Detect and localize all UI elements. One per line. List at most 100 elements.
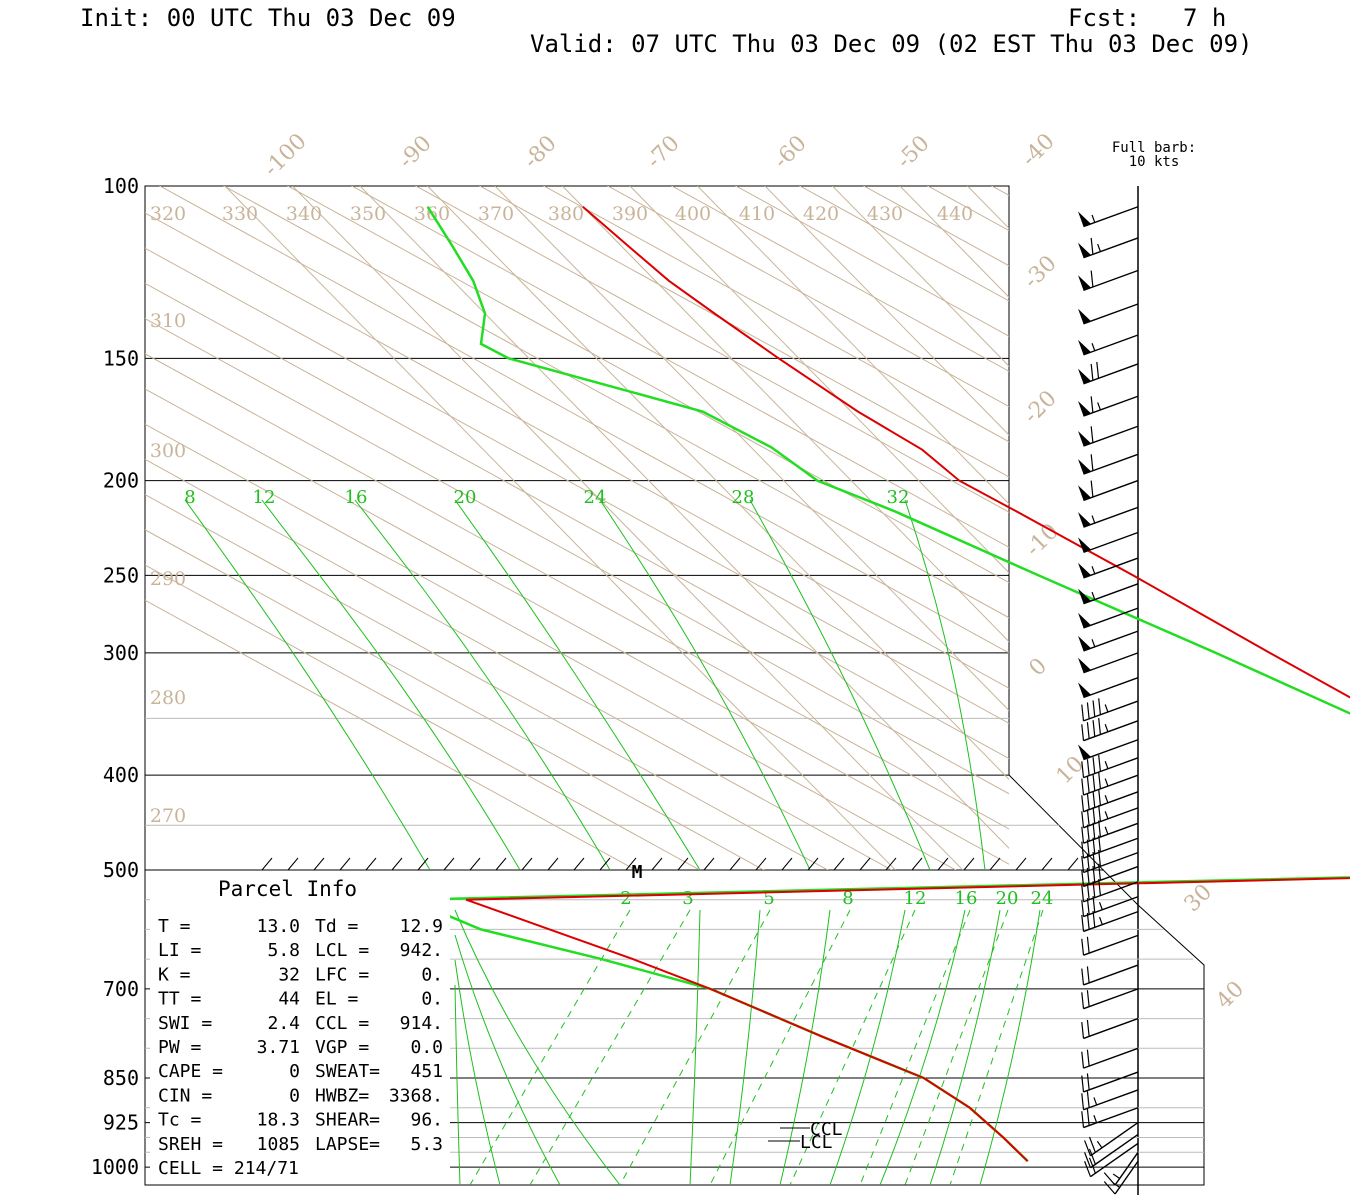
wind-barb xyxy=(1081,820,1139,844)
moist-adiabat xyxy=(454,499,701,870)
barb-full xyxy=(1103,1181,1116,1195)
parcel-row-value: 5.3 xyxy=(410,1134,443,1155)
moist-adiabat xyxy=(879,909,966,1185)
theta-label: 390 xyxy=(612,203,648,225)
isotherm-label: -50 xyxy=(892,131,935,174)
barb-full xyxy=(1086,1073,1090,1090)
wind-barb xyxy=(1081,1089,1139,1111)
barb-pennant xyxy=(1078,431,1092,447)
barb-full xyxy=(1088,1136,1096,1153)
wind-barb xyxy=(1078,607,1139,629)
barb-half xyxy=(1093,1115,1098,1123)
theta-label: 350 xyxy=(350,203,386,225)
barb-pennant xyxy=(1078,537,1092,553)
barb-staff xyxy=(1083,557,1139,579)
barb-half xyxy=(1104,795,1109,803)
barb-full xyxy=(1086,853,1090,871)
barb-full xyxy=(1086,1049,1090,1067)
barb-full xyxy=(1086,759,1090,776)
barb-full xyxy=(1081,1051,1085,1069)
dry-adiabat xyxy=(784,0,1350,956)
isotherm-label: -80 xyxy=(519,131,562,174)
barb-half xyxy=(1091,515,1096,524)
temperature-trace xyxy=(465,205,1350,1162)
isotherm-line xyxy=(562,186,1009,643)
parcel-row-label: CCL = xyxy=(315,1013,369,1034)
moist-adiabat xyxy=(829,909,906,1185)
barb-pennant xyxy=(1078,339,1092,355)
level-hatch xyxy=(781,857,793,871)
barb-half xyxy=(1091,566,1096,575)
moist-adiabat xyxy=(599,499,811,870)
parcel-row-value: 32 xyxy=(278,964,300,985)
mix-upper xyxy=(184,499,986,870)
barb-half xyxy=(1104,826,1109,835)
barb-pennant xyxy=(1078,635,1092,651)
parcel-row-value: 44 xyxy=(278,989,300,1010)
barb-full xyxy=(1092,700,1096,717)
barb-staff xyxy=(1083,1107,1139,1129)
moist-adiabat xyxy=(749,499,931,870)
level-hatch xyxy=(417,857,429,871)
dry-adiabat xyxy=(414,186,1009,513)
barb-full xyxy=(1086,1109,1090,1126)
barb-pennant xyxy=(1078,512,1092,528)
level-hatch xyxy=(625,857,637,871)
moist-adiabat xyxy=(261,499,521,870)
theta-label: 380 xyxy=(548,203,584,225)
level-hatch xyxy=(703,857,715,871)
barb-full xyxy=(1081,724,1085,741)
moist-adiabat xyxy=(454,959,501,1185)
barb-full xyxy=(1086,702,1090,719)
barb-staff xyxy=(1083,531,1139,554)
wind-barb xyxy=(1081,988,1139,1010)
barb-full xyxy=(1092,837,1096,855)
dry-adiabat xyxy=(145,423,957,870)
level-hatch xyxy=(963,857,975,871)
parcel-row-label: Td = xyxy=(315,916,359,937)
level-hatch xyxy=(755,857,767,871)
dry-adiabat xyxy=(286,186,1009,584)
barb-staff xyxy=(1083,677,1139,699)
wind-barb xyxy=(1084,1122,1139,1157)
barb-staff xyxy=(1083,837,1139,859)
pressure-label: 500 xyxy=(103,858,139,882)
barb-full xyxy=(1086,824,1090,842)
level-hatch xyxy=(859,857,871,871)
barb-full xyxy=(1086,776,1090,794)
barb-half xyxy=(1097,402,1101,411)
barb-full xyxy=(1092,865,1096,883)
mixing-ratio-label: 32 xyxy=(887,487,910,508)
moist-adiabat xyxy=(929,909,1001,1185)
parcel-row-value: 0. xyxy=(421,964,443,985)
level-hatch xyxy=(651,857,663,871)
barb-full xyxy=(1086,793,1090,810)
barb-full xyxy=(1092,851,1096,869)
parcel-row-label: SWI = xyxy=(158,1013,212,1034)
dry-adiabat xyxy=(145,317,1009,795)
isotherm-label: 40 xyxy=(1212,977,1249,1014)
isotherm-line xyxy=(1103,186,1350,870)
barb-staff xyxy=(1083,1047,1139,1069)
barb-staff xyxy=(1083,237,1139,259)
pressure-label: 150 xyxy=(103,346,139,370)
barb-full xyxy=(1086,883,1090,900)
barb-full xyxy=(1096,361,1100,379)
wind-barb xyxy=(1081,849,1139,874)
pressure-label: 850 xyxy=(103,1066,139,1090)
barb-full xyxy=(1092,881,1096,898)
barb-pennant xyxy=(1078,612,1092,628)
barb-staff xyxy=(1083,506,1139,528)
parcel-row-value: 3.71 xyxy=(257,1037,300,1058)
barb-staff xyxy=(1083,303,1139,325)
barb-full xyxy=(1086,1091,1090,1108)
wind-barb xyxy=(1078,652,1139,674)
parcel-row-label: K = xyxy=(158,964,191,985)
parcel-row-value: 12.9 xyxy=(400,916,443,937)
theta-upper xyxy=(145,0,1350,956)
barb-full xyxy=(1084,1140,1092,1157)
barb-half xyxy=(1098,916,1103,925)
mixing-ratio-line xyxy=(529,909,691,1185)
isotherm-line xyxy=(224,186,896,870)
